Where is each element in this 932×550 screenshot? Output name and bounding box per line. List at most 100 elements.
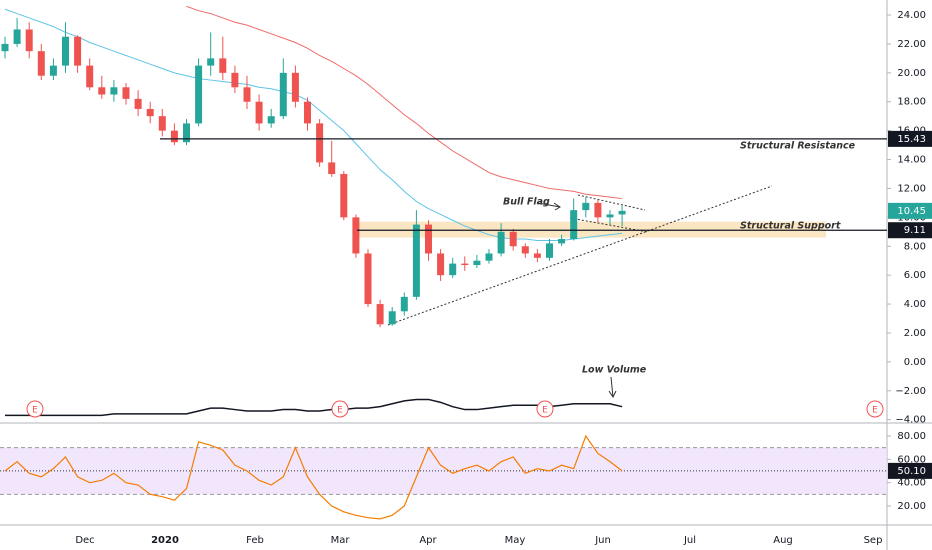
y-tick-label: 40.00 (897, 478, 926, 489)
y-tick-label: 6.00 (904, 270, 926, 281)
candle-body (594, 202, 602, 218)
candle-body (13, 29, 21, 44)
candle-body (304, 101, 311, 124)
candle-body (328, 162, 336, 174)
trendline (387, 185, 773, 326)
candle-body (352, 217, 360, 254)
moving-average (186, 5, 623, 200)
candle-body (122, 87, 130, 99)
candle-body (1, 43, 9, 52)
y-tick-label: 20.00 (897, 501, 926, 512)
x-tick-label: Mar (331, 535, 351, 546)
x-tick-label: Aug (773, 535, 793, 546)
candle-body (170, 130, 178, 143)
candle-body (582, 202, 590, 211)
candle-body (521, 246, 529, 254)
y-tick-label: −2.00 (895, 386, 926, 397)
candle-body (207, 58, 215, 66)
event-marker[interactable] (866, 400, 884, 418)
event-label: E (872, 406, 878, 416)
price-tag-label: 15.43 (897, 134, 926, 145)
x-tick-label: 2020 (151, 535, 179, 546)
candle-body (570, 210, 578, 240)
price-tag (888, 222, 932, 239)
candle-body (195, 65, 203, 124)
candle-body (49, 65, 57, 76)
y-tick-label: 18.00 (897, 97, 926, 108)
flag-top (577, 194, 646, 211)
candle-body (388, 311, 396, 325)
moving-average (5, 398, 623, 417)
candle-body (158, 116, 166, 131)
candle-body (485, 253, 493, 261)
candle-body (437, 253, 445, 276)
x-tick-label: Dec (75, 535, 94, 546)
y-tick-label: 80.00 (897, 431, 926, 442)
event-label: E (542, 406, 548, 416)
event-label: E (337, 406, 343, 416)
price-tag-label: 9.11 (904, 225, 926, 236)
candle-body (449, 263, 457, 276)
x-tick-label: Apr (419, 535, 437, 546)
candle-body (425, 224, 432, 254)
y-tick-label: 60.00 (897, 454, 926, 465)
price-tag (888, 202, 932, 219)
candle-body (267, 116, 275, 124)
candle-body (74, 36, 82, 66)
candle-body (98, 87, 106, 95)
candle-body (376, 304, 384, 325)
candle-body (291, 72, 299, 102)
rsi-line (4, 434, 623, 520)
candle-body (110, 87, 118, 95)
candle-body (497, 231, 505, 254)
candle-body (473, 260, 481, 266)
y-tick-label: 2.00 (904, 328, 926, 339)
y-tick-label: 12.00 (897, 183, 926, 194)
candle-body (316, 123, 324, 163)
price-tag (888, 462, 932, 479)
candle-body (364, 253, 372, 305)
y-tick-label: 0.00 (904, 357, 926, 368)
candle-body (62, 36, 69, 66)
candle-body (509, 231, 517, 247)
annotation: Structural Support (740, 221, 841, 232)
price-tag-label: 10.45 (897, 206, 926, 217)
moving-average (4, 8, 623, 241)
candle-body (340, 173, 348, 218)
y-tick-label: −4.00 (895, 415, 926, 426)
x-tick-label: Sep (864, 535, 883, 546)
candle-body (231, 72, 239, 88)
x-tick-label: Feb (246, 535, 264, 546)
event-marker[interactable] (536, 400, 554, 418)
candle-body (412, 224, 420, 297)
price-tag-label: 50.10 (897, 466, 926, 477)
arrow (608, 376, 617, 398)
candle-body (618, 210, 626, 215)
event-marker[interactable] (331, 400, 349, 418)
candle-body (25, 29, 33, 52)
x-tick-label: Jul (683, 535, 696, 546)
candle-body (606, 214, 614, 218)
candle-body (461, 263, 469, 266)
candle-body (255, 101, 263, 124)
x-tick-label: Jun (594, 535, 611, 546)
x-tick-label: May (505, 535, 526, 546)
y-tick-label: 8.00 (904, 241, 926, 252)
price-tag (888, 130, 932, 147)
event-marker[interactable] (26, 400, 44, 418)
candle-body (219, 58, 227, 73)
event-label: E (32, 406, 38, 416)
candle-body (558, 239, 566, 244)
candle-body (533, 253, 541, 258)
y-tick-label: 22.00 (897, 39, 926, 50)
y-tick-label: 4.00 (904, 299, 926, 310)
y-tick-label: 14.00 (897, 155, 926, 166)
flag-bottom (569, 217, 649, 233)
candle-body (134, 98, 142, 109)
candle-body (400, 296, 408, 312)
candle-body (86, 65, 94, 88)
arrow (537, 202, 561, 211)
candle-body (546, 243, 553, 258)
y-tick-label: 20.00 (897, 68, 926, 79)
